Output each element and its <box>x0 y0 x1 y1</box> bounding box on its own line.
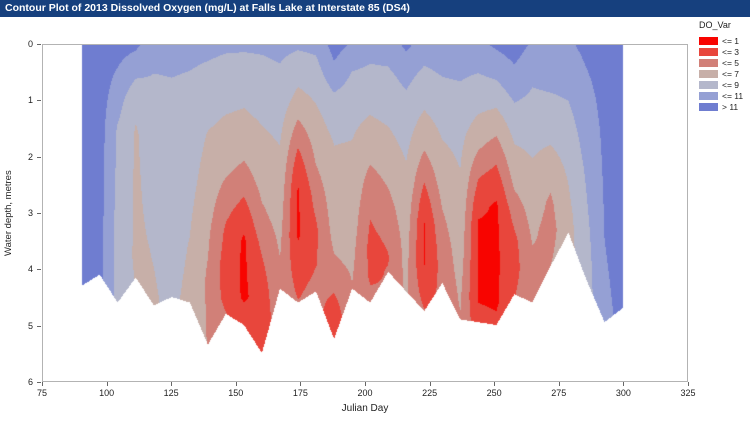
legend-swatch[interactable] <box>699 80 718 89</box>
x-axis-tick-label: 75 <box>36 388 48 398</box>
legend-item[interactable]: <= 3 <box>699 46 749 57</box>
x-axis: 75 100 125 150 175 200 225 250 275 300 325 <box>37 382 696 400</box>
y-axis-tick-label: 3 <box>27 208 33 218</box>
legend-item[interactable]: > 11 <box>699 101 749 112</box>
legend-label: <= 3 <box>722 46 740 57</box>
y-axis-tick-label: 2 <box>27 151 33 162</box>
x-axis-tick-label: 150 <box>228 388 244 398</box>
x-axis-tick <box>623 382 625 386</box>
x-axis-tick <box>106 382 108 386</box>
x-axis-tick <box>42 382 43 386</box>
x-axis-tick <box>300 382 302 386</box>
y-axis-tick <box>37 100 41 102</box>
x-axis-tick-label: 225 <box>422 388 438 398</box>
y-axis-tick-label: 4 <box>27 264 33 275</box>
x-axis-tick-label: 300 <box>615 388 631 398</box>
x-axis-tick <box>494 382 496 386</box>
x-axis-tick <box>558 382 560 386</box>
y-axis-tick <box>37 325 41 327</box>
legend-label: <= 1 <box>722 35 740 46</box>
y-axis: 0 1 2 3 4 5 6 <box>0 39 42 387</box>
x-axis-tick <box>171 382 173 386</box>
page-title: Contour Plot of 2013 Dissolved Oxygen (m… <box>5 2 410 14</box>
x-axis-tick <box>429 382 431 386</box>
y-axis-tick-label: 5 <box>27 320 33 331</box>
y-axis-tick-label: 6 <box>27 377 33 387</box>
x-axis-tick-label: 200 <box>357 388 373 398</box>
legend-items: <= 1 <= 3 <= 5 <= 7 <= 9 <= 11 > 11 <box>699 35 749 112</box>
x-axis-tick-label: 100 <box>99 388 115 398</box>
y-axis-tick-label: 0 <box>27 39 33 49</box>
legend-label: <= 9 <box>722 79 740 90</box>
legend-swatch[interactable] <box>699 91 718 100</box>
legend-item[interactable]: <= 1 <box>699 35 749 46</box>
x-axis-tick <box>235 382 237 386</box>
x-axis-title: Julian Day <box>341 403 389 414</box>
legend-label: <= 11 <box>722 90 744 101</box>
x-axis-tick <box>365 382 366 386</box>
y-axis-tick-label: 1 <box>27 95 33 106</box>
legend-item[interactable]: <= 9 <box>699 79 749 90</box>
legend-item[interactable]: <= 11 <box>699 90 749 101</box>
x-axis-tick-label: 125 <box>163 388 179 398</box>
legend: DO_Var <= 1 <= 3 <= 5 <= 7 <= 9 <= 11 > 11 <box>699 20 749 112</box>
x-axis-tick-label: 275 <box>551 388 567 398</box>
legend-label: <= 7 <box>722 68 740 79</box>
y-axis-tick <box>37 269 41 271</box>
contour-canvas[interactable] <box>43 45 687 381</box>
y-axis-tick <box>37 44 41 45</box>
legend-label: > 11 <box>722 101 739 112</box>
legend-swatch[interactable] <box>699 47 718 56</box>
legend-label: <= 5 <box>722 57 740 68</box>
plot-area[interactable] <box>42 44 688 382</box>
x-axis-tick-label: 175 <box>292 388 308 398</box>
legend-item[interactable]: <= 7 <box>699 68 749 79</box>
x-axis-tick <box>688 382 689 386</box>
window-title-bar: Contour Plot of 2013 Dissolved Oxygen (m… <box>0 0 750 17</box>
legend-swatch[interactable] <box>699 102 718 111</box>
legend-item[interactable]: <= 5 <box>699 57 749 68</box>
x-axis-tick-label: 325 <box>680 388 696 398</box>
legend-swatch[interactable] <box>699 69 718 78</box>
y-axis-tick <box>37 213 41 214</box>
y-axis-tick <box>37 156 41 158</box>
legend-swatch[interactable] <box>699 58 718 67</box>
legend-title: DO_Var <box>699 20 731 30</box>
x-axis-tick-label: 250 <box>486 388 502 398</box>
y-axis-tick <box>37 382 41 383</box>
legend-swatch[interactable] <box>699 36 718 45</box>
